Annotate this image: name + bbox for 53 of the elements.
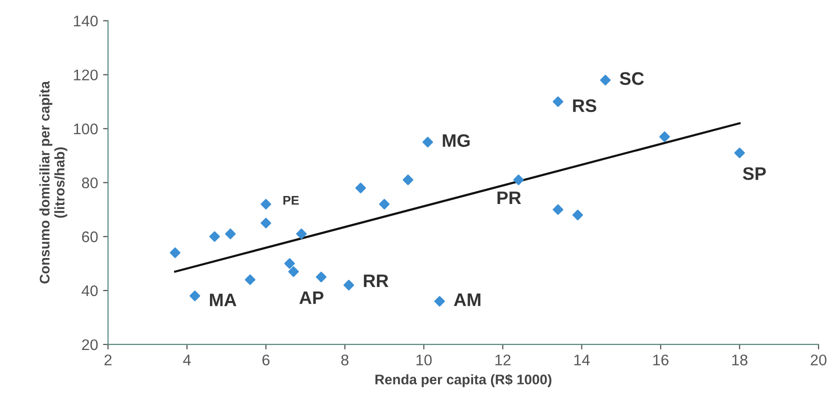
point bbox=[260, 218, 272, 228]
annotation: AP bbox=[299, 291, 324, 304]
x-tick-label: 16 bbox=[653, 354, 668, 366]
x-tick-label: 6 bbox=[262, 354, 270, 366]
point bbox=[170, 247, 180, 258]
y-tick-label: 20 bbox=[82, 339, 98, 350]
x-tick-label: 20 bbox=[810, 354, 826, 366]
point bbox=[402, 174, 414, 186]
annotation: SP bbox=[742, 167, 766, 180]
point bbox=[316, 272, 326, 282]
annotation: PR bbox=[498, 192, 522, 204]
point bbox=[434, 296, 445, 307]
y-tick-label: 60 bbox=[82, 231, 98, 242]
y-tick-label: 80 bbox=[82, 177, 98, 188]
point bbox=[225, 228, 236, 240]
point bbox=[190, 290, 200, 302]
point bbox=[513, 174, 524, 186]
point bbox=[355, 182, 366, 194]
y-tick-label: 40 bbox=[82, 285, 98, 296]
point bbox=[552, 204, 564, 215]
point bbox=[659, 131, 670, 142]
annotation: MA bbox=[210, 294, 236, 306]
point bbox=[422, 136, 434, 148]
point bbox=[552, 96, 564, 107]
point bbox=[260, 198, 272, 210]
x-tick-label: 4 bbox=[183, 354, 191, 366]
x-tick-label: 14 bbox=[574, 354, 590, 366]
annotation: SC bbox=[620, 72, 644, 85]
y-tick-label: 120 bbox=[74, 70, 98, 80]
y-tick-label: 140 bbox=[74, 16, 98, 26]
x-tick-label: 10 bbox=[416, 354, 432, 366]
x-axis-title: Renda per capita (R$ 1000) bbox=[375, 374, 552, 388]
point bbox=[572, 210, 584, 220]
x-tick-label: 18 bbox=[732, 354, 748, 366]
annotation: AM bbox=[454, 294, 480, 306]
y-tick-label: 100 bbox=[74, 124, 98, 134]
y-axis-title: Consumo domiciliar per capita (litros/hab) bbox=[39, 81, 68, 284]
point bbox=[288, 266, 299, 277]
point bbox=[209, 231, 220, 242]
point bbox=[284, 258, 295, 269]
x-tick-label: 8 bbox=[341, 354, 348, 366]
point bbox=[244, 274, 256, 286]
annotation: RR bbox=[364, 274, 388, 287]
point bbox=[296, 228, 307, 240]
x-tick-label: 12 bbox=[495, 354, 510, 366]
annotation: RS bbox=[573, 99, 596, 112]
point bbox=[379, 198, 390, 210]
x-tick-label: 2 bbox=[104, 354, 112, 366]
annotation: MG bbox=[442, 134, 470, 147]
point bbox=[734, 148, 745, 158]
annotation: PE bbox=[283, 196, 299, 205]
point bbox=[344, 280, 354, 290]
point bbox=[600, 74, 611, 86]
